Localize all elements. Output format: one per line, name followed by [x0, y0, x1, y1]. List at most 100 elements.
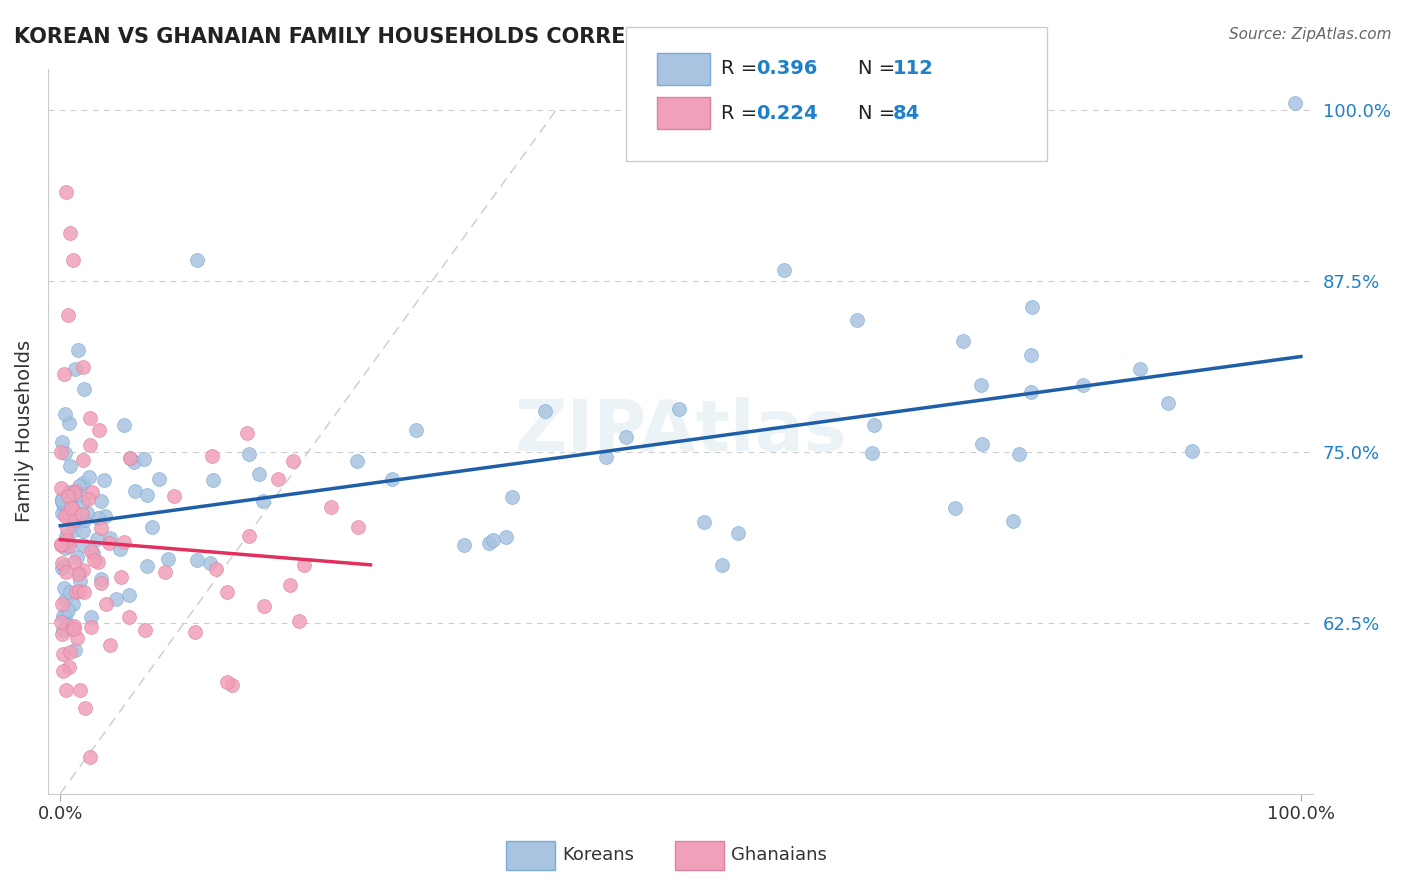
Point [215, 675, 238, 690]
Point [215, 585, 238, 599]
Point [53, 500, 76, 515]
Point [52, 664, 75, 678]
Point [710, 558, 733, 573]
Point [482, 533, 505, 547]
Point [80, 620, 103, 634]
Point [69, 683, 91, 698]
Point [381, 472, 404, 486]
Point [862, 417, 884, 432]
Point [845, 313, 868, 327]
Text: 112: 112 [893, 59, 934, 78]
Point [58, 495, 80, 509]
Point [77, 470, 100, 484]
Point [72, 524, 94, 539]
Point [67, 479, 90, 493]
Point [53, 592, 76, 607]
Point [118, 451, 141, 466]
Point [51, 492, 73, 507]
Point [108, 542, 131, 557]
Point [1157, 396, 1180, 410]
Point [93, 474, 115, 488]
Point [501, 490, 523, 504]
Point [533, 404, 555, 418]
Point [58, 506, 80, 520]
Point [186, 253, 208, 268]
Point [53, 508, 76, 523]
Point [59, 644, 82, 658]
Point [80, 610, 103, 624]
Point [87, 555, 110, 569]
Point [72, 538, 94, 552]
Point [51, 556, 73, 570]
Point [53, 609, 76, 624]
Point [198, 556, 221, 570]
Text: N =: N = [858, 103, 901, 123]
Point [73, 584, 96, 599]
Text: 0.396: 0.396 [756, 59, 818, 78]
Point [63, 483, 86, 498]
Point [72, 359, 94, 374]
Point [1073, 377, 1095, 392]
Point [205, 562, 228, 576]
Point [141, 520, 163, 534]
Point [63, 622, 86, 636]
Point [51, 597, 73, 611]
Point [63, 513, 86, 527]
Point [58, 417, 80, 431]
Point [75, 701, 97, 715]
Point [89, 423, 111, 437]
Point [51, 445, 73, 459]
Point [79, 438, 101, 452]
Point [281, 453, 304, 467]
Point [66, 632, 89, 646]
Point [347, 519, 370, 533]
Text: 0.224: 0.224 [756, 103, 818, 123]
Point [52, 647, 75, 661]
Point [53, 506, 76, 520]
Point [53, 446, 76, 460]
Point [82, 484, 104, 499]
Point [60, 491, 83, 506]
Point [668, 401, 690, 416]
Point [82, 546, 104, 560]
Point [595, 450, 617, 465]
Point [183, 624, 205, 639]
Point [89, 493, 111, 508]
Text: Source: ZipAtlas.com: Source: ZipAtlas.com [1229, 27, 1392, 42]
Point [495, 530, 517, 544]
Point [55, 683, 77, 698]
Point [90, 575, 112, 590]
Point [132, 451, 155, 466]
Point [72, 563, 94, 577]
Point [60, 500, 83, 515]
Point [55, 508, 77, 523]
Point [67, 343, 90, 357]
Point [97, 536, 120, 550]
Point [405, 423, 427, 437]
Point [136, 487, 159, 501]
Point [1021, 300, 1043, 314]
Point [148, 472, 170, 486]
Point [72, 475, 94, 490]
Point [55, 533, 77, 547]
Point [51, 561, 73, 575]
Point [238, 529, 260, 543]
Point [278, 578, 301, 592]
Text: Koreans: Koreans [562, 847, 634, 864]
Point [56, 602, 79, 616]
Point [51, 495, 73, 509]
Point [59, 226, 82, 240]
Point [614, 430, 637, 444]
Point [98, 531, 121, 545]
Point [51, 434, 73, 449]
Point [153, 565, 176, 579]
Point [252, 494, 274, 508]
Point [94, 597, 117, 611]
Point [58, 540, 80, 554]
Text: N =: N = [858, 59, 901, 78]
Point [288, 614, 311, 628]
Point [319, 500, 342, 514]
Point [236, 425, 259, 440]
Point [51, 627, 73, 641]
Point [53, 407, 76, 421]
